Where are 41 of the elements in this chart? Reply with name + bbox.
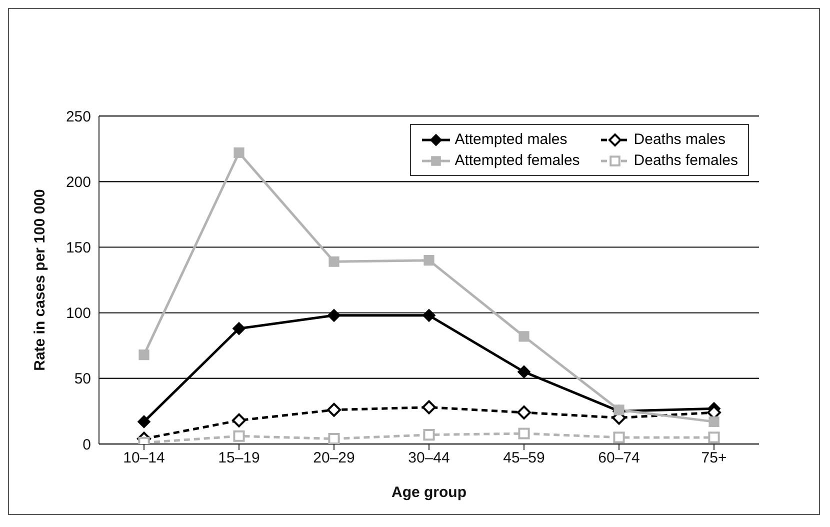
point	[613, 432, 625, 444]
x-tick-label: 75+	[701, 450, 727, 467]
point	[328, 308, 340, 322]
point	[233, 430, 245, 442]
x-axis-title: Age group	[392, 484, 466, 501]
point	[518, 365, 530, 378]
point	[424, 255, 434, 266]
y-tick-label: 250	[66, 108, 91, 126]
y-axis-title: Rate in cases per 100 000	[31, 189, 48, 371]
y-tick-label: 50	[74, 370, 91, 388]
point	[327, 402, 341, 417]
legend-label: Attempted females	[454, 152, 580, 169]
point	[518, 428, 530, 440]
x-tick-label: 45–59	[503, 450, 545, 467]
x-tick-label: 60–74	[598, 450, 640, 467]
legend-label: Attempted males	[454, 131, 568, 148]
point	[138, 415, 150, 428]
point	[138, 349, 150, 360]
legend-label: Deaths females	[634, 152, 738, 169]
point	[517, 406, 531, 420]
point	[234, 147, 244, 158]
x-tick-label: 15–19	[218, 450, 260, 467]
point	[708, 416, 720, 427]
y-tick-label: 150	[66, 240, 91, 257]
point	[423, 429, 435, 441]
point	[614, 404, 624, 416]
x-tick-label: 20–29	[313, 450, 355, 467]
point	[328, 432, 340, 444]
point	[232, 322, 246, 336]
y-tick-label: 200	[66, 174, 91, 191]
y-tick-label: 0	[82, 436, 91, 454]
y-tick-label: 100	[66, 305, 91, 322]
point	[328, 256, 340, 267]
point	[232, 413, 246, 428]
x-tick-label: 30–44	[408, 450, 450, 467]
point	[708, 432, 720, 444]
point	[518, 331, 530, 342]
x-tick-label: 10–14	[123, 450, 165, 467]
point	[422, 400, 436, 414]
legend-label: Deaths males	[634, 131, 726, 148]
point	[422, 308, 436, 322]
